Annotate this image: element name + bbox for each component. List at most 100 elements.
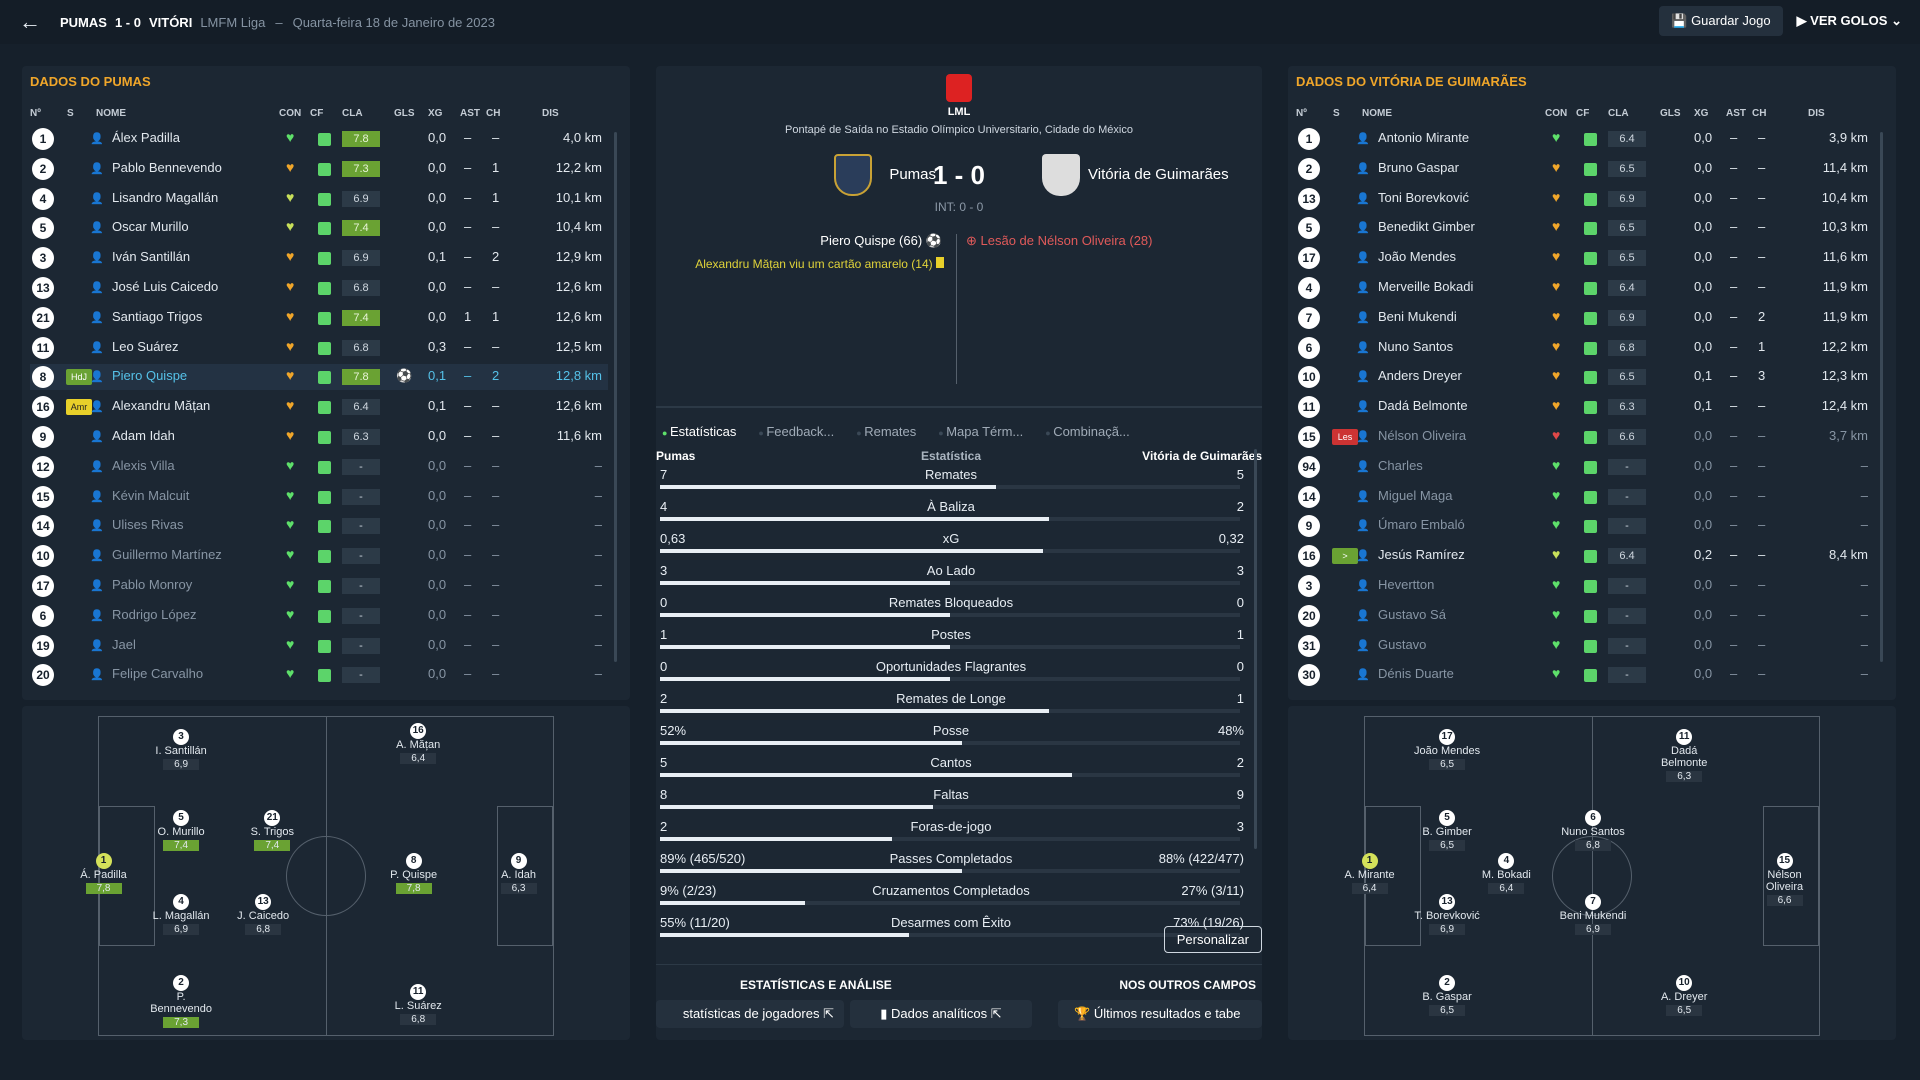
- table-row[interactable]: 13 👤 Toni Borevković ♥ 6.9 0,0 – – 10,4 km: [1296, 186, 1874, 212]
- table-row[interactable]: 3 👤 Iván Santillán ♥ 6.9 0,1 – 2 12,9 km: [30, 245, 608, 271]
- player-name[interactable]: Alexandru Mățan: [112, 398, 211, 414]
- formation-player[interactable]: 5 O. Murillo 7,4: [146, 809, 216, 851]
- player-name[interactable]: Lisandro Magallán: [112, 189, 219, 205]
- player-name[interactable]: Dadá Belmonte: [1378, 398, 1468, 414]
- table-row[interactable]: 11 👤 Dadá Belmonte ♥ 6.3 0,1 – – 12,4 km: [1296, 394, 1874, 420]
- table-row[interactable]: 15 Les 👤 Nélson Oliveira ♥ 6.6 0,0 – – 3,7 km: [1296, 424, 1874, 450]
- player-name[interactable]: Kévin Malcuit: [112, 487, 190, 503]
- table-row[interactable]: 7 👤 Beni Mukendi ♥ 6.9 0,0 – 2 11,9 km: [1296, 305, 1874, 331]
- player-name[interactable]: Leo Suárez: [112, 338, 179, 354]
- table-row[interactable]: 20 👤 Felipe Carvalho ♥ - 0,0 – – –: [30, 662, 608, 688]
- player-name[interactable]: Ulises Rivas: [112, 517, 184, 533]
- formation-player[interactable]: 10 A. Dreyer 6,5: [1649, 975, 1719, 1017]
- player-name[interactable]: José Luis Caicedo: [112, 279, 219, 294]
- tab-2[interactable]: ● Remates: [856, 424, 916, 439]
- player-name[interactable]: Álex Padilla: [112, 130, 180, 145]
- formation-player[interactable]: 7 Beni Mukendi 6,9: [1558, 893, 1628, 935]
- formation-player[interactable]: 8 P. Quispe 7,8: [379, 853, 449, 895]
- table-row[interactable]: 5 👤 Benedikt Gimber ♥ 6.5 0,0 – – 10,3 km: [1296, 215, 1874, 241]
- player-name[interactable]: Oscar Murillo: [112, 219, 189, 235]
- player-name[interactable]: Iván Santillán: [112, 249, 191, 265]
- player-name[interactable]: Rodrigo López: [112, 606, 197, 622]
- player-name[interactable]: Bruno Gaspar: [1378, 159, 1459, 175]
- formation-player[interactable]: 11 Dadá Belmonte 6,3: [1649, 728, 1719, 782]
- player-name[interactable]: Miguel Maga: [1378, 487, 1453, 503]
- player-name[interactable]: Charles: [1378, 457, 1423, 473]
- column-header[interactable]: GLS: [394, 108, 415, 119]
- column-header[interactable]: CON: [279, 108, 302, 119]
- formation-player[interactable]: 4 M. Bokadi 6,4: [1471, 853, 1541, 895]
- player-name[interactable]: Alexis Villa: [112, 457, 175, 473]
- table-row[interactable]: 17 👤 Pablo Monroy ♥ - 0,0 – – –: [30, 573, 608, 599]
- table-row[interactable]: 11 👤 Leo Suárez ♥ 6.8 0,3 – – 12,5 km: [30, 335, 608, 361]
- player-name[interactable]: Toni Borevković: [1378, 189, 1470, 205]
- personalize-button[interactable]: Personalizar: [1163, 926, 1262, 953]
- scrollbar[interactable]: [1880, 132, 1883, 662]
- column-header[interactable]: CH: [486, 108, 501, 119]
- table-row[interactable]: 17 👤 João Mendes ♥ 6.5 0,0 – – 11,6 km: [1296, 245, 1874, 271]
- player-name[interactable]: Nélson Oliveira: [1378, 428, 1467, 443]
- tab-3[interactable]: ● Mapa Térm...: [938, 424, 1023, 439]
- table-row[interactable]: 1 👤 Álex Padilla ♥ 7.8 0,0 – – 4,0 km: [30, 126, 608, 152]
- scrollbar[interactable]: [614, 132, 617, 662]
- table-row[interactable]: 3 👤 Hevertton ♥ - 0,0 – – –: [1296, 573, 1874, 599]
- table-row[interactable]: 30 👤 Dénis Duarte ♥ - 0,0 – – –: [1296, 662, 1874, 688]
- player-name[interactable]: Beni Mukendi: [1378, 308, 1457, 324]
- table-row[interactable]: 1 👤 Antonio Mirante ♥ 6.4 0,0 – – 3,9 km: [1296, 126, 1874, 152]
- formation-player[interactable]: 15 Nélson Oliveira 6,6: [1750, 853, 1820, 907]
- player-stats-button[interactable]: statísticas de jogadores ⇱: [656, 1000, 844, 1028]
- column-header[interactable]: DIS: [1808, 108, 1825, 119]
- formation-player[interactable]: 4 L. Magallán 6,9: [146, 893, 216, 935]
- formation-player[interactable]: 2 B. Gaspar 6,5: [1412, 975, 1482, 1017]
- column-header[interactable]: NOME: [96, 108, 126, 119]
- player-name[interactable]: Merveille Bokadi: [1378, 279, 1474, 294]
- player-name[interactable]: Hevertton: [1378, 577, 1435, 592]
- column-header[interactable]: AST: [1726, 108, 1746, 119]
- formation-player[interactable]: 2 P. Bennevendo 7,3: [146, 975, 216, 1029]
- table-row[interactable]: 20 👤 Gustavo Sá ♥ - 0,0 – – –: [1296, 603, 1874, 629]
- table-row[interactable]: 6 👤 Nuno Santos ♥ 6.8 0,0 – 1 12,2 km: [1296, 335, 1874, 361]
- column-header[interactable]: CF: [310, 108, 324, 119]
- table-row[interactable]: 4 👤 Lisandro Magallán ♥ 6.9 0,0 – 1 10,1 km: [30, 186, 608, 212]
- table-row[interactable]: 16 > 👤 Jesús Ramírez ♥ 6.4 0,2 – – 8,4 km: [1296, 543, 1874, 569]
- column-header[interactable]: S: [1333, 108, 1340, 119]
- column-header[interactable]: CH: [1752, 108, 1767, 119]
- save-game-button[interactable]: 💾 Guardar Jogo: [1659, 6, 1783, 36]
- table-row[interactable]: 8 HdJ 👤 Piero Quispe ♥ 7.8 ⚽ 0,1 – 2 12,8 km: [30, 364, 608, 391]
- formation-player[interactable]: 1 Á. Padilla 7,8: [69, 853, 139, 895]
- latest-results-button[interactable]: 🏆 Últimos resultados e tabe: [1058, 1000, 1262, 1028]
- table-row[interactable]: 10 👤 Guillermo Martínez ♥ - 0,0 – – –: [30, 543, 608, 569]
- table-row[interactable]: 14 👤 Ulises Rivas ♥ - 0,0 – – –: [30, 513, 608, 539]
- back-arrow-icon[interactable]: ←: [19, 9, 41, 34]
- player-name[interactable]: Felipe Carvalho: [112, 666, 204, 682]
- table-row[interactable]: 15 👤 Kévin Malcuit ♥ - 0,0 – – –: [30, 484, 608, 510]
- tab-4[interactable]: ● Combinaçã...: [1045, 424, 1130, 439]
- player-name[interactable]: Pablo Monroy: [112, 577, 193, 592]
- table-row[interactable]: 10 👤 Anders Dreyer ♥ 6.5 0,1 – 3 12,3 km: [1296, 364, 1874, 390]
- table-row[interactable]: 19 👤 Jael ♥ - 0,0 – – –: [30, 633, 608, 659]
- column-header[interactable]: CLA: [1608, 108, 1629, 119]
- column-header[interactable]: CF: [1576, 108, 1590, 119]
- player-name[interactable]: Adam Idah: [112, 428, 175, 443]
- formation-player[interactable]: 5 B. Gimber 6,5: [1412, 809, 1482, 851]
- table-row[interactable]: 9 👤 Úmaro Embaló ♥ - 0,0 – – –: [1296, 513, 1874, 539]
- stats-scrollbar[interactable]: [1254, 449, 1257, 849]
- player-name[interactable]: Anders Dreyer: [1378, 368, 1462, 384]
- formation-player[interactable]: 16 A. Mățan 6,4: [383, 722, 453, 764]
- player-name[interactable]: Antonio Mirante: [1378, 130, 1470, 145]
- formation-player[interactable]: 13 T. Borevković 6,9: [1412, 893, 1482, 935]
- table-row[interactable]: 16 Amr 👤 Alexandru Mățan ♥ 6.4 0,1 – – 12,6 km: [30, 394, 608, 420]
- player-name[interactable]: Nuno Santos: [1378, 338, 1454, 354]
- player-name[interactable]: João Mendes: [1378, 249, 1457, 265]
- view-goals-button[interactable]: ▶ VER GOLOS ⌄: [1797, 13, 1902, 29]
- formation-player[interactable]: 17 João Mendes 6,5: [1412, 728, 1482, 770]
- column-header[interactable]: CON: [1545, 108, 1568, 119]
- column-header[interactable]: Nº: [1296, 108, 1307, 119]
- column-header[interactable]: DIS: [542, 108, 559, 119]
- player-name[interactable]: Gustavo: [1378, 636, 1427, 652]
- formation-player[interactable]: 1 A. Mirante 6,4: [1335, 853, 1405, 895]
- player-name[interactable]: Santiago Trigos: [112, 308, 203, 324]
- table-row[interactable]: 4 👤 Merveille Bokadi ♥ 6.4 0,0 – – 11,9 km: [1296, 275, 1874, 301]
- column-header[interactable]: Nº: [30, 108, 41, 119]
- formation-player[interactable]: 9 A. Idah 6,3: [484, 853, 554, 895]
